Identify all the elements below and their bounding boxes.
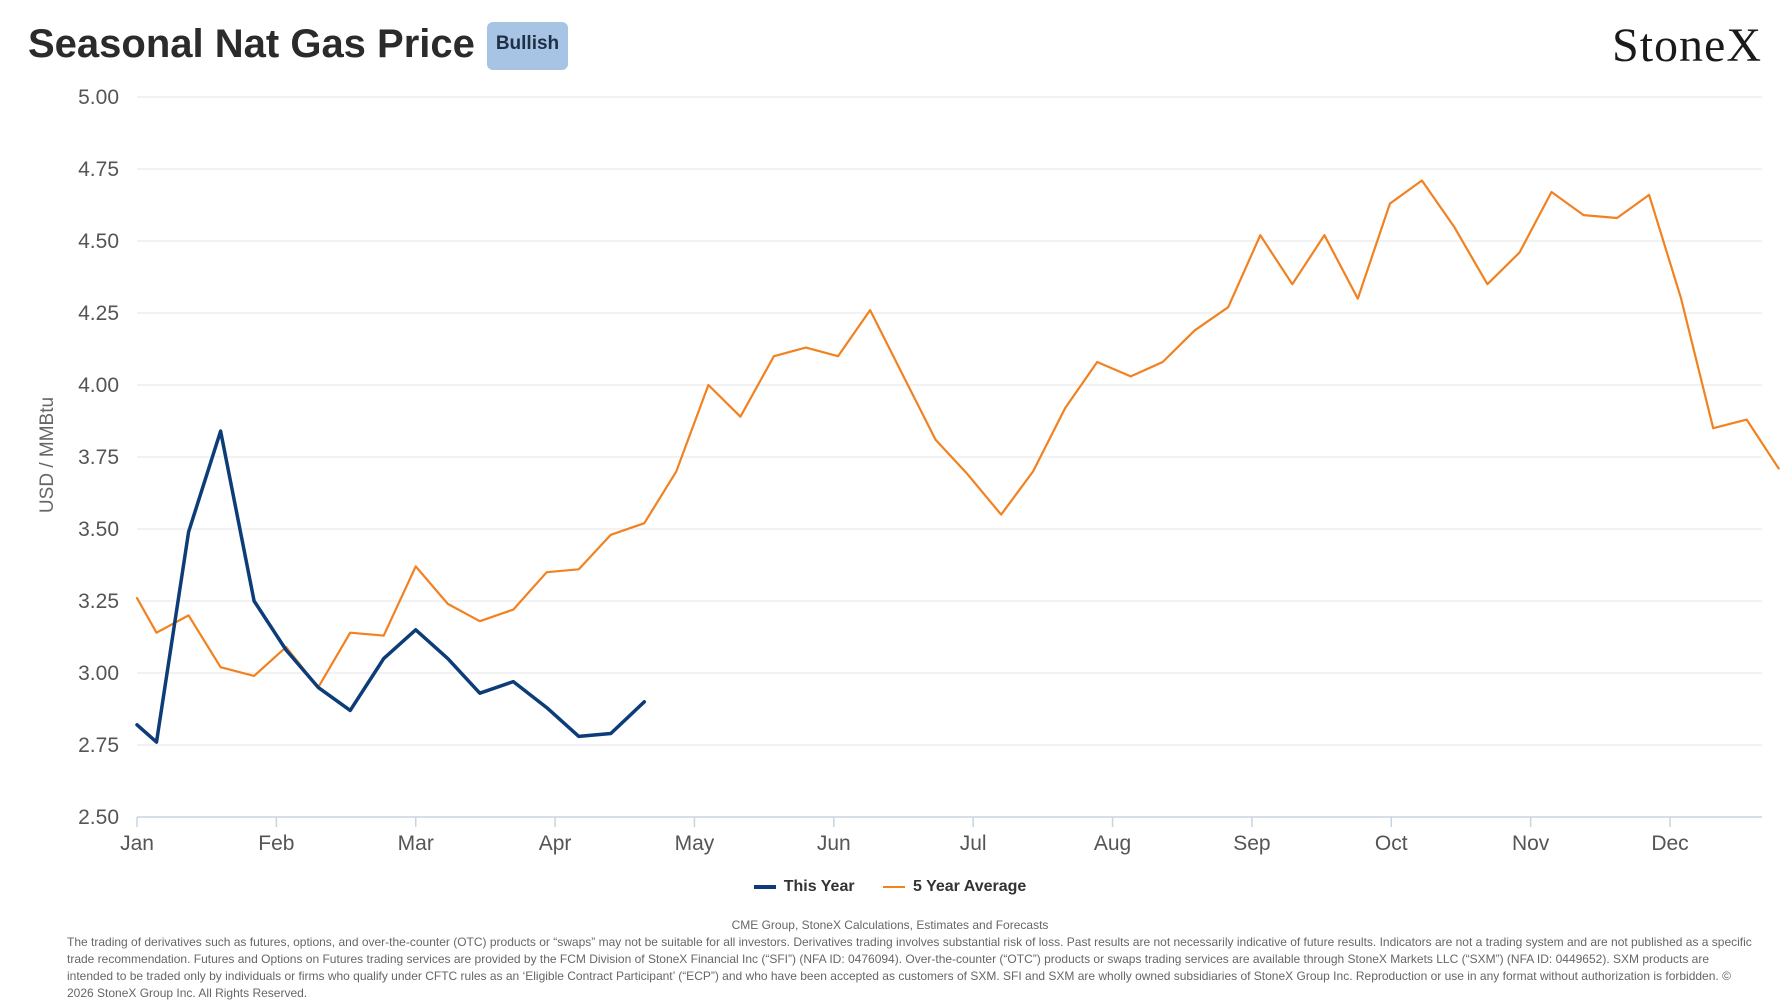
series-line-this-year (135, 429, 647, 744)
x-tick-label: Jan (120, 832, 154, 855)
x-tick-label: Mar (398, 832, 434, 855)
y-tick-label: 4.50 (78, 230, 119, 253)
x-tick-label: Aug (1094, 832, 1131, 855)
legend-swatch-five-year-average (883, 885, 906, 888)
x-tick-label: Oct (1375, 832, 1408, 855)
series-line-five-year-average (135, 179, 1780, 689)
x-tick-label: Jun (817, 832, 851, 855)
chart-title: Seasonal Nat Gas Price (28, 22, 475, 66)
y-tick-label: 3.75 (78, 446, 119, 469)
x-tick-label: Sep (1233, 832, 1270, 855)
status-badge: Bullish (487, 22, 568, 70)
legend-swatch-this-year (753, 884, 776, 889)
y-tick-label: 3.00 (78, 662, 119, 685)
y-axis-label: USD / MMBtu (37, 396, 58, 514)
x-tick-label: Dec (1651, 832, 1688, 855)
source-note: CME Group, StoneX Calculations, Estimate… (731, 918, 1049, 932)
x-tick-label: May (675, 832, 715, 855)
x-tick-label: Apr (539, 832, 572, 855)
x-tick-label: Nov (1512, 832, 1550, 855)
legend-item-this-year[interactable]: This Year (753, 878, 855, 896)
x-tick-label: Jul (960, 832, 987, 855)
legend-item-five-year-average[interactable]: 5 Year Average (883, 878, 1026, 896)
y-tick-label: 2.50 (78, 806, 119, 829)
y-tick-label: 5.00 (78, 86, 119, 109)
legend-label-this-year: This Year (783, 878, 855, 895)
seasonal-price-chart: 2.50 2.75 3.00 3.25 3.50 3.75 4.00 4.25 4.50 4.75… (78, 86, 1780, 855)
legal-disclaimer: The trading of derivatives such as futur… (67, 935, 1752, 1000)
y-tick-label: 3.50 (78, 518, 119, 541)
y-tick-label: 2.75 (78, 734, 119, 757)
y-tick-label: 4.00 (78, 374, 119, 397)
y-tick-label: 3.25 (78, 590, 119, 613)
stonex-logo: StoneX (1612, 19, 1762, 72)
legend-label-five-year-average: 5 Year Average (913, 878, 1027, 895)
chart-legend: This Year 5 Year Average (0, 878, 1780, 896)
y-tick-label: 4.25 (78, 302, 119, 325)
y-tick-label: 4.75 (78, 158, 119, 181)
x-tick-label: Feb (258, 832, 294, 855)
